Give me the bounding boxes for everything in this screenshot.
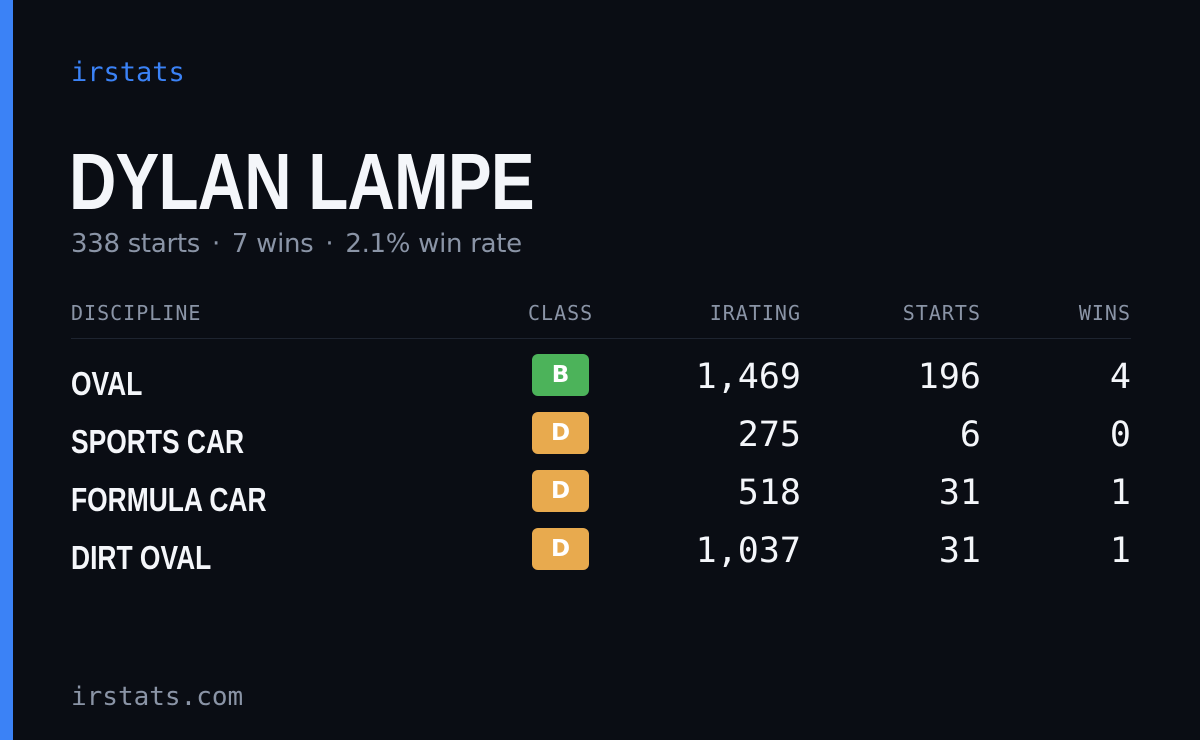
discipline-name: SPORTS CAR bbox=[71, 423, 245, 460]
summary-starts: 338 starts bbox=[71, 229, 200, 259]
wins-value: 1 bbox=[1109, 473, 1131, 513]
starts-value: 196 bbox=[917, 357, 981, 397]
accent-bar bbox=[0, 0, 13, 740]
class-badge: D bbox=[532, 528, 589, 570]
starts-value: 6 bbox=[959, 415, 981, 455]
wins-value: 4 bbox=[1109, 357, 1131, 397]
table-header: DISCIPLINE CLASS IRATING STARTS WINS bbox=[71, 300, 1131, 339]
discipline-name: DIRT OVAL bbox=[71, 539, 212, 576]
summary-win-rate: 2.1% win rate bbox=[345, 229, 522, 259]
irating-value: 1,037 bbox=[695, 531, 801, 571]
table-row: FORMULA CAR D 518 31 1 bbox=[71, 466, 1131, 524]
header-discipline: DISCIPLINE bbox=[71, 301, 202, 325]
wins-value: 1 bbox=[1109, 531, 1131, 571]
starts-value: 31 bbox=[938, 473, 981, 513]
class-badge: D bbox=[532, 470, 589, 512]
table-row: DIRT OVAL D 1,037 31 1 bbox=[71, 524, 1131, 582]
table-row: SPORTS CAR D 275 6 0 bbox=[71, 408, 1131, 466]
irating-value: 1,469 bbox=[695, 357, 801, 397]
driver-name: DYLAN LAMPE bbox=[69, 137, 535, 226]
summary-wins: 7 wins bbox=[231, 229, 314, 259]
class-badge: B bbox=[532, 354, 589, 396]
driver-summary: 338 starts · 7 wins · 2.1% win rate bbox=[71, 226, 522, 262]
header-wins: WINS bbox=[1078, 301, 1131, 325]
irating-value: 518 bbox=[737, 473, 801, 513]
irating-value: 275 bbox=[737, 415, 801, 455]
header-starts: STARTS bbox=[902, 301, 981, 325]
header-irating: IRATING bbox=[709, 301, 801, 325]
discipline-name: OVAL bbox=[71, 365, 143, 402]
header-class: CLASS bbox=[528, 301, 594, 325]
table-body: OVAL B 1,469 196 4 SPORTS CAR D 275 6 0 … bbox=[71, 350, 1131, 582]
discipline-name: FORMULA CAR bbox=[71, 481, 267, 518]
footer-url: irstats.com bbox=[71, 682, 244, 712]
summary-separator: · bbox=[325, 229, 334, 259]
starts-value: 31 bbox=[938, 531, 981, 571]
table-row: OVAL B 1,469 196 4 bbox=[71, 350, 1131, 408]
wins-value: 0 bbox=[1109, 415, 1131, 455]
brand-logo-text: irstats bbox=[71, 57, 185, 88]
summary-separator: · bbox=[211, 229, 220, 259]
class-badge: D bbox=[532, 412, 589, 454]
